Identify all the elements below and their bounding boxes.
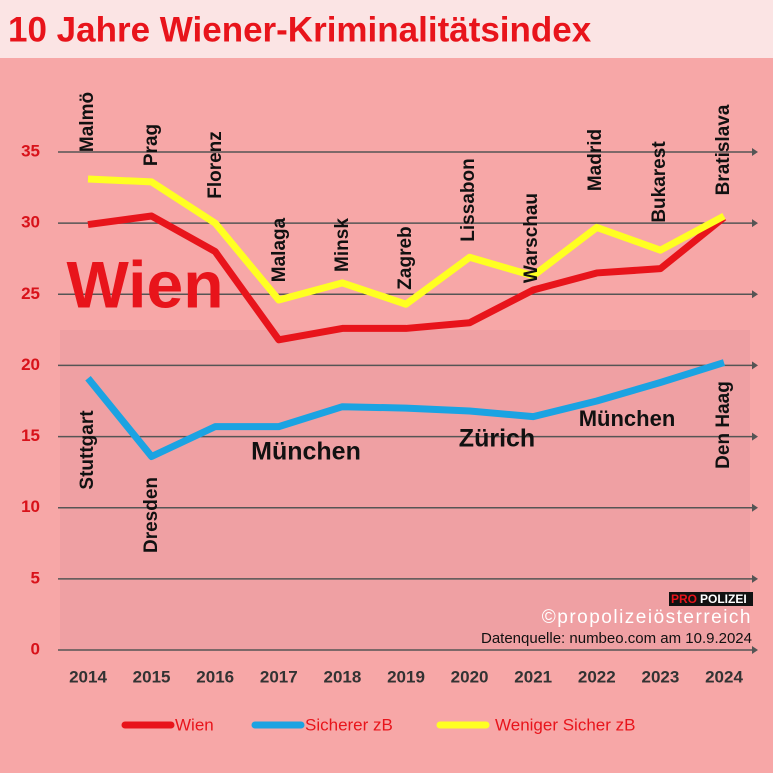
legend-label: Wien: [175, 715, 214, 734]
grid-arrow: [752, 290, 758, 299]
chart-title: 10 Jahre Wiener-Kriminalitätsindex: [8, 10, 592, 49]
annotation: Zagreb: [395, 226, 416, 289]
x-tick-label: 2017: [260, 667, 298, 686]
grid-arrow: [752, 219, 758, 228]
annotation: Malaga: [269, 217, 290, 282]
annotation: Madrid: [585, 129, 606, 191]
source: Datenquelle: numbeo.com am 10.9.2024: [481, 630, 752, 647]
annotation: München: [251, 438, 361, 466]
y-tick-label: 15: [21, 426, 40, 445]
y-tick-label: 25: [21, 284, 40, 303]
annotation: Bukarest: [649, 141, 670, 223]
x-tick-label: 2022: [578, 667, 616, 686]
annotation: Bratislava: [713, 104, 734, 195]
copyright: ©propolizeiösterreich: [542, 607, 752, 628]
y-tick-label: 20: [21, 355, 40, 374]
series-line: [87, 212, 727, 344]
x-tick-label: 2019: [387, 667, 425, 686]
grid-arrow: [752, 646, 758, 654]
logo-box: [669, 592, 753, 606]
grid-arrow: [752, 148, 758, 156]
y-tick-label: 10: [21, 497, 40, 516]
annotation: Florenz: [205, 131, 226, 199]
annotation: Warschau: [521, 193, 542, 283]
annotation: Den Haag: [713, 381, 734, 469]
plot-background: [0, 58, 773, 773]
grid-arrow: [752, 503, 758, 512]
y-tick-label: 30: [21, 213, 40, 232]
series-line: [87, 175, 726, 308]
x-tick-label: 2020: [451, 667, 489, 686]
annotation: Wien: [66, 247, 223, 321]
y-tick-label: 5: [31, 568, 40, 587]
annotation: Stuttgart: [77, 410, 98, 490]
x-tick-label: 2018: [323, 667, 361, 686]
grid-arrow: [752, 361, 758, 370]
annotation: München: [579, 406, 676, 431]
annotation: Minsk: [332, 218, 353, 272]
legend-label: Weniger Sicher zB: [495, 715, 635, 734]
x-tick-label: 2021: [514, 667, 552, 686]
grid-arrow: [752, 574, 758, 583]
x-tick-label: 2016: [196, 667, 234, 686]
grid-arrow: [752, 432, 758, 441]
annotation: Dresden: [141, 477, 162, 553]
logo-text: PRO: [671, 592, 697, 606]
y-tick-label: 0: [31, 639, 40, 658]
series-line: [85, 359, 726, 460]
x-tick-label: 2024: [705, 667, 743, 686]
annotation: Lissabon: [458, 158, 479, 241]
x-tick-label: 2015: [133, 667, 171, 686]
annotation: Prag: [141, 124, 162, 166]
logo-text: POLIZEI: [700, 592, 747, 606]
x-tick-label: 2023: [641, 667, 679, 686]
annotation: Malmö: [77, 92, 98, 152]
photo-shade: [60, 330, 750, 650]
legend-label: Sicherer zB: [305, 715, 393, 734]
x-tick-label: 2014: [69, 667, 107, 686]
y-tick-label: 35: [21, 141, 40, 160]
annotation: Zürich: [459, 425, 535, 453]
